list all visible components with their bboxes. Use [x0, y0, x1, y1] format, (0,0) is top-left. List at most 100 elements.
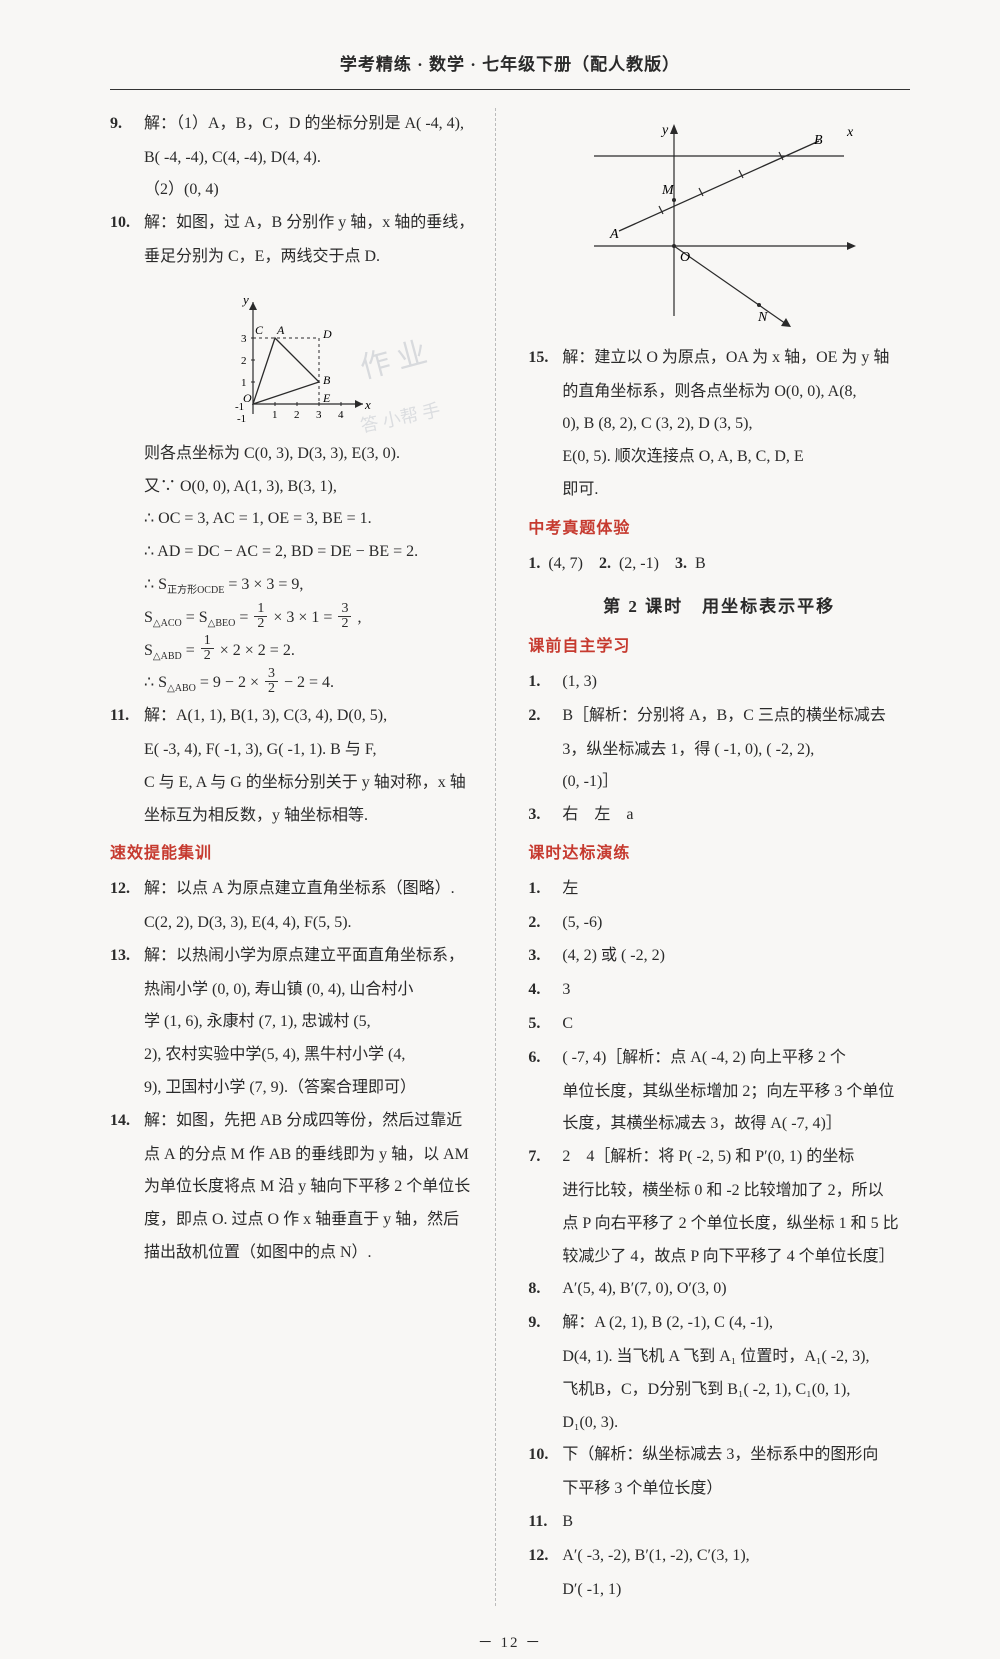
a: B［解析：分别将 A，B，C 三点的横坐标减去 [562, 707, 886, 724]
svg-text:y: y [241, 292, 249, 307]
q10-l4: 又∵ O(0, 0), A(1, 3), B(3, 1), [110, 471, 475, 504]
ks7-l2: 进行比较，横坐标 0 和 -2 比较增加了 2，所以 [528, 1175, 910, 1208]
page-header: 学考精练 · 数学 · 七年级下册（配人教版） [110, 48, 910, 83]
q15-l5: 即可. [528, 474, 910, 507]
left-column: 9. 解：（1）A，B，C，D 的坐标分别是 A( -4, 4), B( -4,… [110, 108, 496, 1607]
q10-diagram: x y 1 2 3 4 1 2 3 -1 -1 O [193, 282, 393, 432]
n: 12. [528, 1540, 548, 1573]
ks7-l3: 点 P 向右平移了 2 个单位长度，纵坐标 1 和 5 比 [528, 1208, 910, 1241]
q13: 13. 解：以热闹小学为原点建立平面直角坐标系， [110, 940, 475, 973]
q9-l2: B( -4, -4), C(4, -4), D(4, 4). [110, 142, 475, 175]
t: × 2 × 2 = 2. [216, 642, 295, 659]
ks9-l4: D₁(0, 3). [528, 1407, 910, 1440]
q13-l3: 学 (1, 6), 永康村 (7, 1), 忠诚村 (5, [110, 1006, 475, 1039]
svg-text:2: 2 [294, 409, 300, 421]
q10-l2: 垂足分别为 C，E，两线交于点 D. [110, 241, 475, 274]
svg-text:x: x [364, 397, 371, 412]
t: △BEO [208, 618, 236, 629]
svg-text:N: N [757, 310, 768, 325]
n: 2. [528, 907, 540, 940]
kq2: 2. B［解析：分别将 A，B，C 三点的横坐标减去 [528, 700, 910, 733]
t: △ABO [167, 684, 196, 695]
ks12: 12. A′( -3, -2), B′(1, -2), C′(3, 1), [528, 1540, 910, 1573]
a: ( -7, 4)［解析：点 A( -4, 2) 向上平移 2 个 [562, 1049, 846, 1066]
q11-l2: E( -3, 4), F( -1, 3), G( -1, 1). B 与 F, [110, 734, 475, 767]
q9: 9. 解：（1）A，B，C，D 的坐标分别是 A( -4, 4), [110, 108, 475, 141]
svg-text:E: E [322, 391, 331, 405]
q14-l4: 度，即点 O. 过点 O 作 x 轴垂直于 y 轴，然后 [110, 1204, 475, 1237]
svg-text:1: 1 [241, 377, 247, 389]
q11-l1: 解：A(1, 1), B(1, 3), C(3, 4), D(0, 5), [144, 707, 387, 724]
kq1: 1. (1, 3) [528, 666, 910, 699]
q10: 10. 解：如图，过 A，B 分别作 y 轴，x 轴的垂线， [110, 207, 475, 240]
n: 1. [528, 873, 540, 906]
svg-text:4: 4 [338, 409, 344, 421]
n: 3. [528, 799, 540, 832]
q9-l3: （2）(0, 4) [110, 174, 475, 207]
a: 3 [562, 981, 570, 998]
svg-text:x: x [846, 125, 854, 140]
ks10-l2: 下平移 3 个单位长度） [528, 1473, 910, 1506]
ks3: 3.(4, 2) 或 ( -2, 2) [528, 940, 910, 973]
svg-text:3: 3 [241, 333, 247, 345]
a: 左 [562, 880, 578, 897]
a: A′(5, 4), B′(7, 0), O′(3, 0) [562, 1280, 726, 1297]
kq2-l2: 3，纵坐标减去 1，得 ( -1, 0), ( -2, 2), [528, 734, 910, 767]
zk-row: 1. (4, 7) 2. (2, -1) 3. B [528, 548, 910, 581]
header-rule [110, 89, 910, 90]
a: 下（解析：纵坐标减去 3，坐标系中的图形向 [562, 1446, 878, 1463]
q15-num: 15. [528, 342, 548, 375]
t: △ACO [153, 618, 182, 629]
ks6-l3: 长度，其横坐标减去 3，故得 A( -7, 4)］ [528, 1108, 910, 1141]
ks6: 6.( -7, 4)［解析：点 A( -4, 2) 向上平移 2 个 [528, 1042, 910, 1075]
ks1: 1. 左 [528, 873, 910, 906]
q10-num: 10. [110, 207, 130, 240]
svg-text:1: 1 [272, 409, 278, 421]
q15-l4: E(0, 5). 顺次连接点 O, A, B, C, D, E [528, 441, 910, 474]
q10-l1: 解：如图，过 A，B 分别作 y 轴，x 轴的垂线， [144, 214, 474, 231]
right-red-1: 中考真题体验 [528, 513, 910, 546]
n: 2. [528, 700, 540, 733]
a: A′( -3, -2), B′(1, -2), C′(3, 1), [562, 1547, 749, 1564]
n: 10. [528, 1439, 548, 1472]
q15-l3: 0), B (8, 2), C (3, 2), D (3, 5), [528, 408, 910, 441]
q10-l10: ∴ S△ABO = 9 − 2 × 32 − 2 = 4. [110, 667, 475, 700]
right-column: y x A B M O N [524, 108, 910, 1607]
ks8: 8.A′(5, 4), B′(7, 0), O′(3, 0) [528, 1273, 910, 1306]
zk-a1: (4, 7) [548, 555, 583, 572]
q15-l1: 解：建立以 O 为原点，OA 为 x 轴，OE 为 y 轴 [562, 349, 889, 366]
ks2: 2.(5, -6) [528, 907, 910, 940]
ks11: 11.B [528, 1506, 910, 1539]
a: B [562, 1513, 573, 1530]
q12: 12. 解：以点 A 为原点建立直角坐标系（图略）. [110, 873, 475, 906]
t: S [144, 642, 153, 659]
left-red-section: 速效提能集训 [110, 838, 475, 871]
q13-l2: 热闹小学 (0, 0), 寿山镇 (0, 4), 山合村小 [110, 974, 475, 1007]
svg-text:-1: -1 [237, 413, 246, 425]
q13-l4: 2), 农村实验中学(5, 4), 黑牛村小学 (4, [110, 1039, 475, 1072]
q10-l8: S△ACO = S△BEO = 12 × 3 × 1 = 32 , [110, 602, 475, 635]
t: = S [182, 609, 208, 626]
right-red-3: 课时达标演练 [528, 838, 910, 871]
frac-icon: 12 [254, 602, 267, 631]
q10-diagram-wrap: x y 1 2 3 4 1 2 3 -1 -1 O [110, 282, 475, 432]
q10-l3: 则各点坐标为 C(0, 3), D(3, 3), E(3, 0). [110, 438, 475, 471]
a: 2 4［解析：将 P( -2, 5) 和 P′(0, 1) 的坐标 [562, 1148, 854, 1165]
frac-icon: 32 [338, 602, 351, 631]
q14-l1: 解：如图，先把 AB 分成四等份，然后过靠近 [144, 1112, 462, 1129]
n: 1. [528, 666, 540, 699]
a: (4, 2) 或 ( -2, 2) [562, 947, 665, 964]
ks9-l3: 飞机B，C，D分别飞到 B₁( -2, 1), C₁(0, 1), [528, 1374, 910, 1407]
svg-text:A: A [609, 227, 619, 242]
ks10: 10. 下（解析：纵坐标减去 3，坐标系中的图形向 [528, 1439, 910, 1472]
q12-l2: C(2, 2), D(3, 3), E(4, 4), F(5, 5). [110, 907, 475, 940]
kq3: 3. 右 左 a [528, 799, 910, 832]
svg-text:M: M [661, 183, 675, 198]
svg-text:B: B [323, 373, 331, 387]
q15-l2: 的直角坐标系，则各点坐标为 O(0, 0), A(8, [528, 376, 910, 409]
zk-n1: 1. [528, 555, 540, 572]
q14-diagram-wrap: y x A B M O N [528, 116, 910, 336]
q15: 15. 解：建立以 O 为原点，OA 为 x 轴，OE 为 y 轴 [528, 342, 910, 375]
t: = 9 − 2 × [196, 674, 263, 691]
right-red-2: 课前自主学习 [528, 631, 910, 664]
